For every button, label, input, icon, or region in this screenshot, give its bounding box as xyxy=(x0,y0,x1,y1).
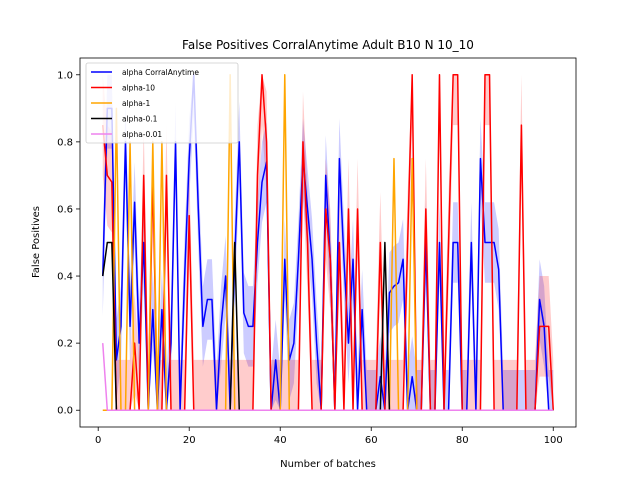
y-tick-label: 0.2 xyxy=(57,339,73,350)
y-axis-ticks: 0.0 0.2 0.4 0.6 0.8 1.0 xyxy=(57,70,80,417)
legend-label-4: alpha-0.01 xyxy=(122,130,162,139)
x-axis-ticks: 0 20 40 60 80 100 xyxy=(95,427,563,446)
x-axis-label: Number of batches xyxy=(280,459,376,470)
legend-label-0: alpha CorralAnytime xyxy=(122,68,199,77)
x-tick-label: 60 xyxy=(365,435,378,446)
x-tick-label: 20 xyxy=(183,435,196,446)
plot-frame xyxy=(79,57,577,428)
line-series-0 xyxy=(102,74,554,411)
x-tick-label: 0 xyxy=(95,435,101,446)
legend-label-1: alpha-10 xyxy=(122,84,155,93)
y-tick-label: 0.8 xyxy=(57,137,73,148)
y-tick-label: 0.6 xyxy=(57,204,73,215)
legend-box xyxy=(85,62,239,144)
chart-title: False Positives CorralAnytime Adult B10 … xyxy=(182,38,474,52)
y-tick-label: 1.0 xyxy=(57,70,73,81)
y-tick-label: 0.0 xyxy=(57,406,73,417)
band-series-0 xyxy=(102,74,554,411)
x-tick-label: 80 xyxy=(456,435,469,446)
x-tick-label: 100 xyxy=(544,435,563,446)
legend: alpha CorralAnytime alpha-10 alpha-1 alpha-… xyxy=(85,62,239,144)
y-tick-label: 0.4 xyxy=(57,272,73,283)
y-axis-label: False Positives xyxy=(31,206,42,278)
line-series-4 xyxy=(102,343,554,411)
legend-label-2: alpha-1 xyxy=(122,99,150,108)
legend-label-3: alpha-0.1 xyxy=(122,115,158,124)
x-tick-label: 40 xyxy=(274,435,287,446)
series-lines xyxy=(102,74,554,411)
